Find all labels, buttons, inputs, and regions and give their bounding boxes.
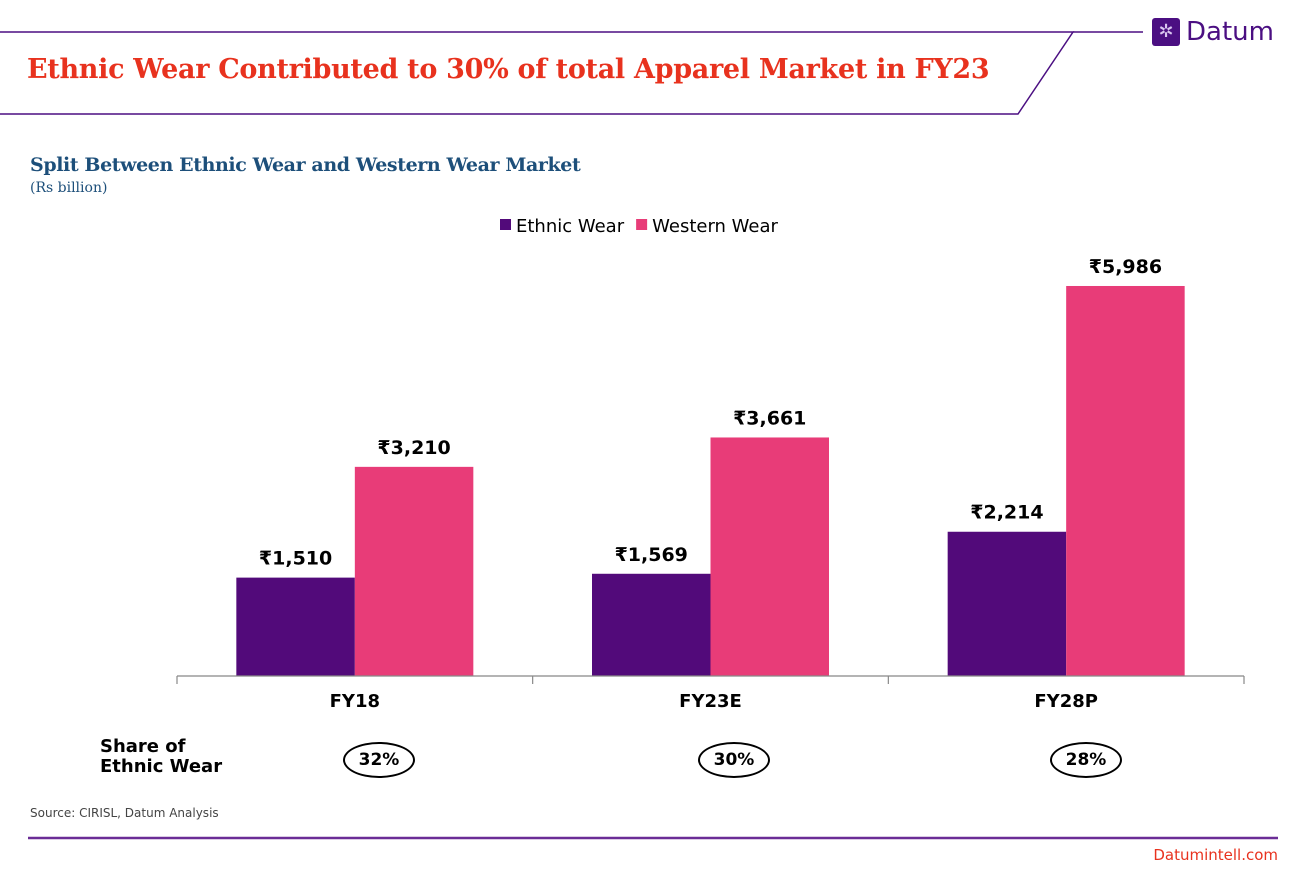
bar-ethnic-wear [592,573,711,676]
x-tick-label: FY28P [1034,691,1098,712]
legend-label: Ethnic Wear [516,216,625,237]
bar-western-wear [710,437,829,676]
legend-swatch [500,219,511,230]
data-label: ₹3,210 [377,437,450,459]
data-label: ₹1,569 [615,544,688,566]
x-tick-label: FY18 [330,691,380,712]
bar-ethnic-wear [947,531,1067,676]
bar-western-wear [1066,285,1185,676]
page-title: Ethnic Wear Contributed to 30% of total … [27,54,990,85]
brand-logo: ✲ Datum [1152,17,1274,47]
brand-name: Datum [1186,17,1274,47]
source-note: Source: CIRISL, Datum Analysis [30,806,219,820]
legend-label: Western Wear [652,216,778,237]
share-label-line2: Ethnic Wear [100,756,223,777]
bar-chart: Ethnic Wear Western Wear ₹1,510 ₹3,210 FY18 ₹… [176,216,1245,712]
website-link[interactable]: Datumintell.com [1153,846,1278,864]
bar-western-wear [354,466,474,676]
chart-title: Split Between Ethnic Wear and Western We… [30,154,581,176]
data-label: ₹3,661 [733,407,806,429]
share-badge: 32% [343,742,415,778]
title-frame [0,31,1075,115]
data-label: ₹5,986 [1089,256,1162,278]
share-badge: 28% [1050,742,1122,778]
share-label: Share of Ethnic Wear [100,737,222,777]
share-label-line1: Share of [100,736,186,757]
legend-swatch [636,219,648,230]
globe-grid-icon: ✲ [1152,18,1180,46]
data-label: ₹1,510 [259,548,332,570]
x-tick-label: FY23E [679,691,742,712]
share-badge: 30% [698,742,770,778]
chart-unit: (Rs billion) [30,180,108,196]
bar-ethnic-wear [236,577,355,676]
data-label: ₹2,214 [970,502,1043,524]
